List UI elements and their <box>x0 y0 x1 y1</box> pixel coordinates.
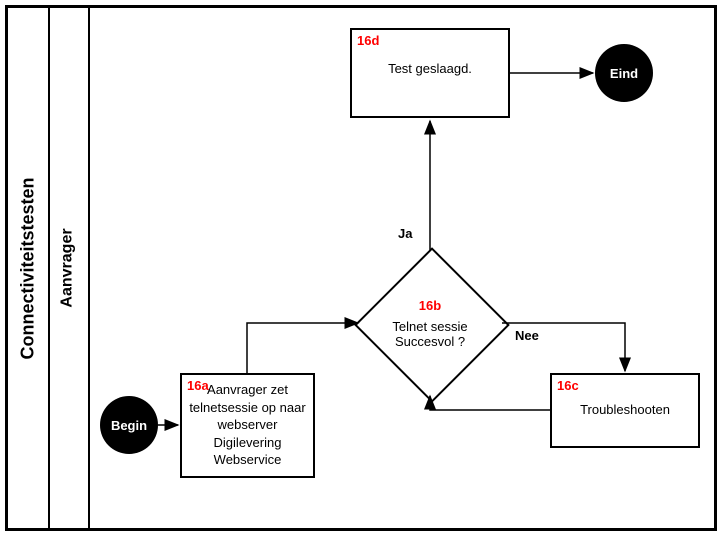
flowchart-container: Connectiviteitstesten Aanvrager Begin 16… <box>0 0 722 536</box>
edge-label-yes: Ja <box>398 226 412 241</box>
begin-label: Begin <box>111 418 147 433</box>
node-16b-id: 16b <box>419 298 441 313</box>
lane-column: Aanvrager <box>48 8 90 528</box>
node-16a: 16a Aanvrager zet telnetsessie op naar w… <box>180 373 315 478</box>
node-16d-id: 16d <box>357 33 379 48</box>
node-16b-content: 16b Telnet sessie Succesvol ? <box>355 248 505 398</box>
lane-label: Aanvrager <box>59 228 77 307</box>
title-column: Connectiviteitstesten <box>8 8 50 528</box>
begin-node: Begin <box>100 396 158 454</box>
node-16c: 16c Troubleshooten <box>550 373 700 448</box>
edge-label-no: Nee <box>515 328 539 343</box>
node-16a-id: 16a <box>187 378 209 393</box>
diagram-title: Connectiviteitstesten <box>18 177 39 359</box>
node-16b-text1: Telnet sessie <box>392 319 467 334</box>
diagram-area: Begin 16a Aanvrager zet telnetsessie op … <box>90 8 715 528</box>
end-label: Eind <box>610 66 638 81</box>
node-16c-id: 16c <box>557 378 579 393</box>
node-16d: 16d Test geslaagd. <box>350 28 510 118</box>
end-node: Eind <box>595 44 653 102</box>
node-16b: 16b Telnet sessie Succesvol ? <box>355 248 505 398</box>
node-16b-text2: Succesvol ? <box>395 334 465 349</box>
